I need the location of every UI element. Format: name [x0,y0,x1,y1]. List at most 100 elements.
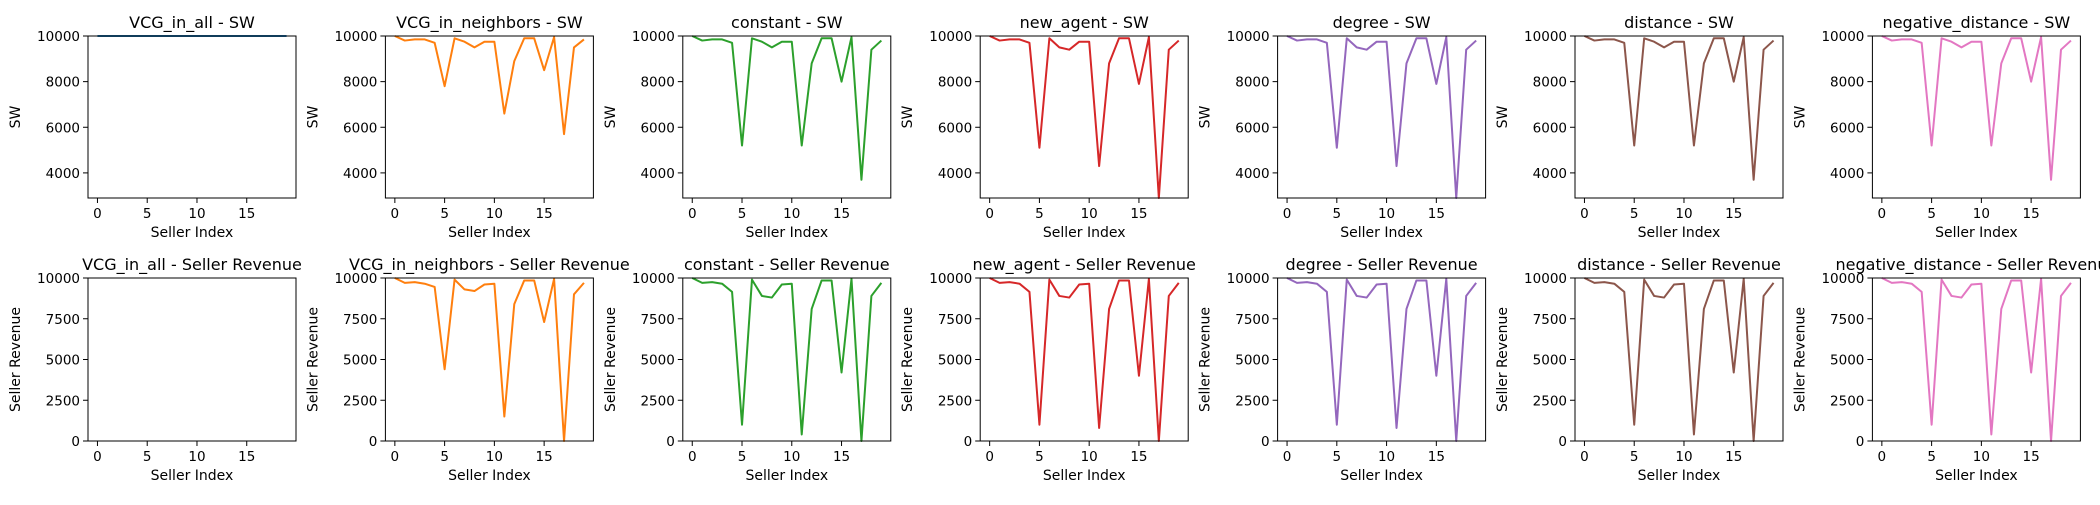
series-line [394,277,585,442]
series-line [1286,277,1477,442]
x-tick-label: 10 [1081,449,1098,465]
x-axis-label: Seller Index [1043,225,1126,241]
y-tick-label: 6000 [1533,120,1567,136]
x-tick-label: 5 [143,206,152,222]
x-tick-label: 10 [1081,206,1098,222]
x-axis-label: Seller Index [1340,468,1423,484]
x-axis-label: Seller Index [151,225,234,241]
y-tick-label: 7500 [1235,312,1269,328]
y-tick-label: 6000 [1830,120,1864,136]
x-tick-label: 15 [833,206,850,222]
y-axis-label: SW [305,105,321,128]
y-tick-label: 2500 [1235,393,1269,409]
y-tick-label: 2500 [1533,393,1567,409]
x-axis-label: Seller Index [151,468,234,484]
y-tick-label: 4000 [640,166,674,182]
subplot-7: 0 5 10 15 4000 6000 8000 10000 negative_distance… [1792,13,2081,241]
subplot-12: 0 5 10 15 0 2500 5000 7500 10000 degree - Seller … [1198,255,1487,484]
y-tick-label: 7500 [1533,312,1567,328]
y-axis-label: Seller Revenue [1792,307,1808,412]
subplot-10: 0 5 10 15 0 2500 5000 7500 10000 constant - Selle… [603,255,892,484]
x-tick-label: 5 [440,206,449,222]
series-line [691,277,883,442]
subplot-14: 0 5 10 15 0 2500 5000 7500 10000negative_distanc… [1792,255,2100,484]
x-tick-label: 15 [238,449,255,465]
x-tick-label: 10 [1378,206,1395,222]
y-tick-label: 10000 [1524,29,1567,45]
y-tick-label: 10000 [334,271,377,287]
x-tick-label: 15 [238,206,255,222]
y-axis-label: Seller Revenue [1495,307,1511,412]
axes-frame [979,35,1189,199]
chart-title: constant - Seller Revenue [684,255,890,274]
x-tick-label: 0 [93,449,102,465]
y-tick-label: 8000 [46,75,80,91]
x-tick-label: 15 [1725,449,1742,465]
y-axis-label: Seller Revenue [900,307,916,412]
x-axis-label: Seller Index [745,468,828,484]
series-line [989,277,1180,442]
subplot-4: 0 5 10 15 4000 6000 8000 10000 new_agent - SW Sel… [900,13,1189,241]
y-tick-label: 8000 [938,75,972,91]
x-tick-label: 5 [440,449,449,465]
x-tick-label: 5 [1333,449,1342,465]
series-line [1584,35,1775,181]
x-axis-label: Seller Index [448,225,531,241]
x-tick-label: 0 [688,449,697,465]
x-tick-label: 15 [833,449,850,465]
chart-title: VCG_in_neighbors - SW [396,13,583,33]
y-tick-label: 0 [369,434,378,450]
axes-frame [1574,35,1784,199]
x-tick-label: 10 [486,449,503,465]
y-tick-label: 6000 [1235,120,1269,136]
x-axis-label: Seller Index [1935,225,2018,241]
series-line [1584,277,1775,442]
x-tick-label: 0 [985,449,994,465]
x-tick-label: 15 [1428,206,1445,222]
x-tick-label: 10 [486,206,503,222]
subplot-5: 0 5 10 15 4000 6000 8000 10000 degree - SW Seller… [1198,13,1487,241]
axes-frame [1277,35,1487,199]
axes-frame [682,35,892,199]
y-tick-label: 6000 [46,120,80,136]
y-tick-label: 0 [1558,434,1567,450]
y-axis-label: Seller Revenue [305,307,321,412]
x-tick-label: 10 [1675,449,1692,465]
x-tick-label: 0 [1283,206,1292,222]
x-tick-label: 10 [783,449,800,465]
y-tick-label: 10000 [37,29,80,45]
y-tick-label: 10000 [334,29,377,45]
chart-title: new_agent - SW [1020,13,1149,33]
x-tick-label: 5 [1035,206,1044,222]
y-tick-label: 0 [666,434,675,450]
x-tick-label: 15 [536,206,553,222]
chart-title: new_agent - Seller Revenue [973,255,1196,275]
y-tick-label: 7500 [343,312,377,328]
subplot-9: 0 5 10 15 0 2500 5000 7500 10000VCG_in_neighbors… [305,255,629,484]
x-tick-label: 0 [391,449,400,465]
x-tick-label: 15 [2023,206,2040,222]
y-tick-label: 7500 [938,312,972,328]
series-line [691,35,883,181]
x-tick-label: 10 [188,449,205,465]
y-tick-label: 5000 [46,353,80,369]
x-tick-label: 10 [783,206,800,222]
axes-frame [87,35,297,199]
y-tick-label: 10000 [929,29,972,45]
subplot-3: 0 5 10 15 4000 6000 8000 10000 constant - SW Sell… [603,13,892,241]
y-tick-label: 5000 [1830,353,1864,369]
y-tick-label: 10000 [1227,271,1270,287]
x-tick-label: 0 [1878,206,1887,222]
y-tick-label: 5000 [640,353,674,369]
x-tick-label: 15 [2023,449,2040,465]
y-tick-label: 10000 [1821,271,1864,287]
y-tick-label: 2500 [1830,393,1864,409]
y-tick-label: 5000 [938,353,972,369]
x-tick-label: 5 [1927,449,1936,465]
x-tick-label: 0 [1878,449,1887,465]
x-tick-label: 15 [1130,449,1147,465]
y-tick-label: 10000 [37,271,80,287]
